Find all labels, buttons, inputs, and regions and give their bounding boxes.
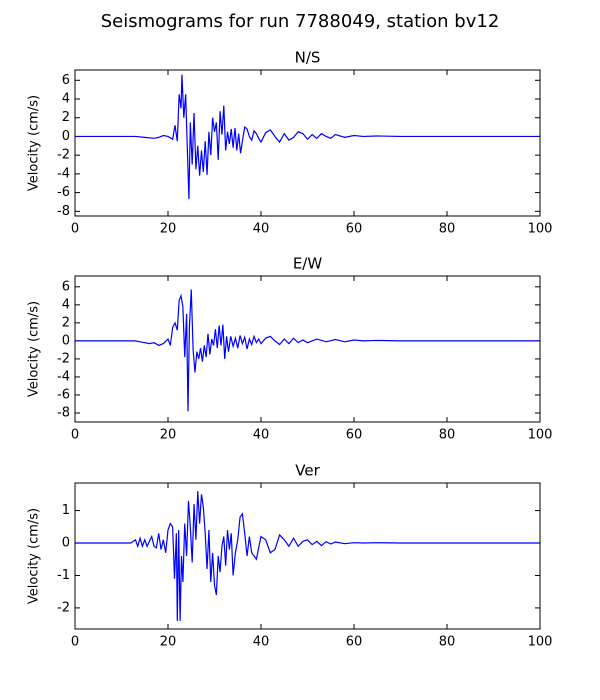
- axes-frame: [74, 275, 541, 423]
- x-tick-label: 60: [346, 222, 363, 237]
- y-tick-label: -1: [57, 568, 70, 583]
- y-tick-label: -2: [57, 600, 70, 615]
- y-tick-label: -6: [57, 387, 70, 402]
- trace: [75, 289, 540, 412]
- y-tick-label: -8: [57, 204, 70, 219]
- y-axis-label: Velocity (cm/s): [27, 508, 42, 604]
- x-tick-label: 80: [439, 428, 456, 443]
- y-tick-label: -2: [57, 148, 70, 163]
- y-tick-label: 6: [62, 279, 70, 294]
- y-tick-label: -4: [57, 166, 70, 181]
- x-tick-label: 100: [528, 428, 553, 443]
- subplot-title: E/W: [293, 255, 323, 273]
- x-tick-label: 0: [71, 222, 79, 237]
- axes-frame: [74, 69, 541, 217]
- x-tick-label: 40: [253, 222, 270, 237]
- x-tick-label: 100: [528, 222, 553, 237]
- x-tick-label: 0: [71, 428, 79, 443]
- trace: [75, 491, 540, 621]
- y-tick-label: 6: [62, 73, 70, 88]
- x-tick-label: 80: [439, 635, 456, 650]
- x-tick-label: 100: [528, 635, 553, 650]
- x-tick-label: 40: [253, 635, 270, 650]
- trace: [75, 74, 540, 200]
- y-tick-label: 2: [62, 315, 70, 330]
- y-axis-label: Velocity (cm/s): [27, 301, 42, 397]
- x-tick-label: 0: [71, 635, 79, 650]
- y-tick-label: -8: [57, 405, 70, 420]
- y-tick-label: 0: [62, 536, 70, 551]
- y-tick-label: -2: [57, 351, 70, 366]
- x-tick-label: 20: [160, 635, 177, 650]
- y-tick-label: 1: [62, 503, 70, 518]
- x-tick-label: 60: [346, 635, 363, 650]
- y-tick-label: -6: [57, 185, 70, 200]
- y-tick-label: 4: [62, 297, 70, 312]
- y-tick-label: 4: [62, 92, 70, 107]
- axes-frame: [74, 482, 541, 630]
- x-tick-label: 80: [439, 222, 456, 237]
- y-tick-label: 0: [62, 129, 70, 144]
- x-tick-label: 40: [253, 428, 270, 443]
- y-tick-label: -4: [57, 369, 70, 384]
- x-tick-label: 20: [160, 428, 177, 443]
- y-tick-label: 0: [62, 333, 70, 348]
- subplot-title: N/S: [295, 49, 321, 67]
- y-tick-label: 2: [62, 110, 70, 125]
- figure-title: Seismograms for run 7788049, station bv1…: [101, 11, 500, 32]
- y-axis-label: Velocity (cm/s): [27, 95, 42, 191]
- subplot-title: Ver: [295, 462, 320, 480]
- x-tick-label: 60: [346, 428, 363, 443]
- x-tick-label: 20: [160, 222, 177, 237]
